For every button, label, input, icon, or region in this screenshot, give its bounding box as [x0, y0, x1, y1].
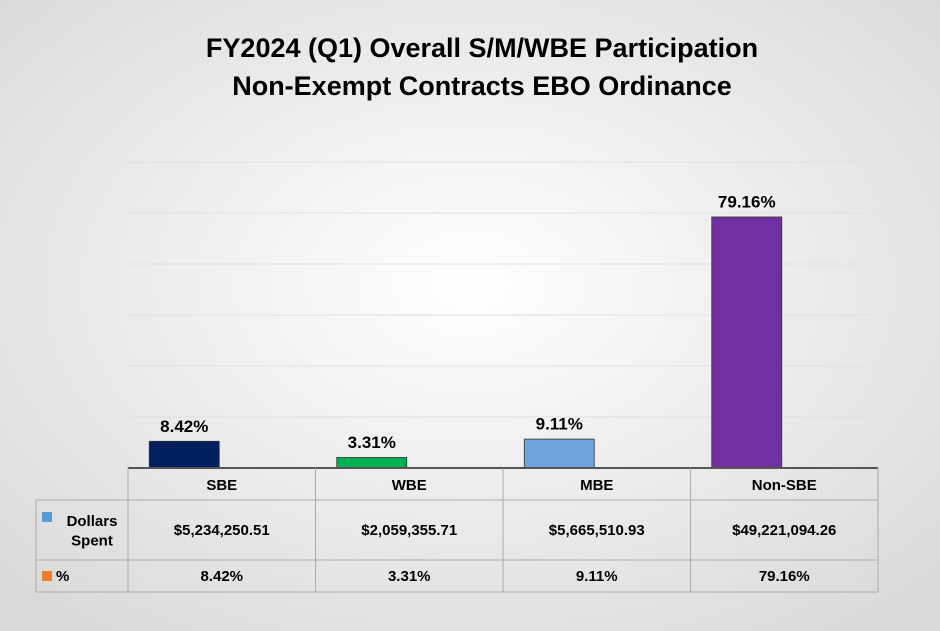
bar [336, 457, 408, 469]
table-cell: 8.42% [200, 568, 243, 585]
x-tick-label: MBE [580, 477, 613, 494]
data-label: 9.11% [536, 415, 583, 434]
data-label: 3.31% [348, 433, 396, 452]
legend-key [42, 571, 52, 581]
table-cell: $49,221,094.26 [732, 522, 836, 539]
chart-title: FY2024 (Q1) Overall S/M/WBE Participatio… [206, 33, 758, 63]
table-cell: $5,234,250.51 [174, 522, 270, 539]
table-cell: $2,059,355.71 [361, 522, 457, 539]
legend-key [42, 512, 52, 522]
x-tick-label: SBE [206, 477, 237, 494]
bar [523, 438, 595, 469]
x-tick-label: WBE [392, 477, 427, 494]
x-tick-label: Non-SBE [752, 477, 817, 494]
chart-title: Non-Exempt Contracts EBO Ordinance [232, 71, 732, 101]
legend-label: Dollars Spent [67, 513, 118, 550]
data-label: 8.42% [160, 417, 208, 436]
table-cell: 3.31% [388, 568, 431, 585]
table-cell: 9.11% [576, 568, 618, 585]
data-label: 79.16% [718, 192, 776, 211]
bar [148, 440, 220, 469]
legend-label: % [56, 568, 69, 585]
table-cell: 79.16% [759, 568, 810, 585]
table-cell: $5,665,510.93 [549, 522, 645, 539]
bar [711, 216, 783, 469]
